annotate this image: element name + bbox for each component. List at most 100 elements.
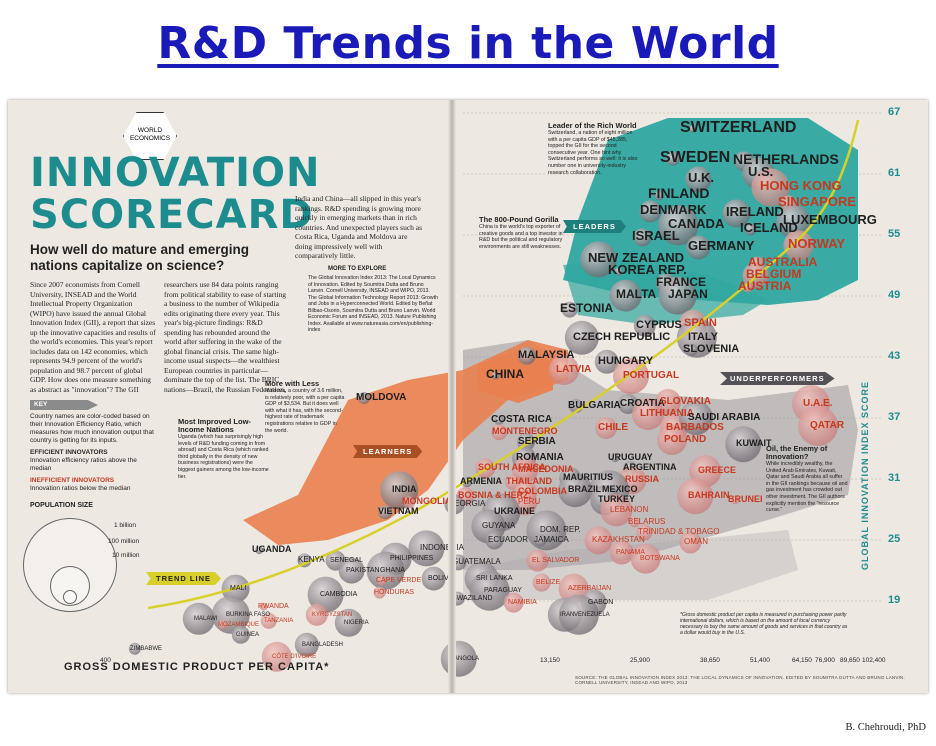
country-label: COLOMBIA xyxy=(518,486,567,496)
country-label: U.K. xyxy=(688,170,714,185)
country-label: MALI xyxy=(230,585,246,592)
country-label: GUATEMALA xyxy=(452,557,501,566)
country-label: SRI LANKA xyxy=(476,575,513,582)
country-bubble xyxy=(549,355,579,385)
x-tick: 25,900 xyxy=(630,657,650,664)
country-label: BURKINA FASO xyxy=(226,612,270,618)
country-label: GHANA xyxy=(380,567,405,574)
key-intro: Country names are color-coded based on t… xyxy=(30,413,154,444)
callout-gorilla-text: China is the world's top exporter of cre… xyxy=(479,224,563,250)
country-bubble xyxy=(654,190,665,201)
country-label: JAMAICA xyxy=(534,535,569,544)
country-label: KENYA xyxy=(298,555,325,564)
innovation-chart: SWITZERLAND SWEDEN NETHERLANDS U.K. U.S.HONG… xyxy=(128,112,883,677)
country-bubble xyxy=(526,549,549,572)
country-bubble xyxy=(558,473,593,508)
country-bubble xyxy=(633,228,652,247)
country-label: MEXICO xyxy=(602,484,638,494)
country-label: SERBIA xyxy=(518,436,556,447)
country-bubble xyxy=(260,612,277,629)
author-credit: B. Chehroudi, PhD xyxy=(845,722,926,733)
country-bubble xyxy=(403,496,416,509)
country-label: SOUTH AFRICA xyxy=(478,462,546,472)
country-bubble xyxy=(658,276,697,315)
subhead: How well do mature and emerging nations … xyxy=(30,242,250,273)
country-bubble xyxy=(558,594,599,635)
country-label: UKRAINE xyxy=(494,506,535,516)
country-bubble xyxy=(564,320,599,355)
country-bubble xyxy=(503,592,524,613)
x-tick: 51,400 xyxy=(750,657,770,664)
country-label: GREECE xyxy=(698,465,736,475)
more-to-explore-text: The Global Innovation Index 2013: The Lo… xyxy=(308,275,438,333)
country-label: IRELAND xyxy=(726,204,784,219)
country-label: CZECH REPUBLIC xyxy=(573,331,670,343)
country-label: GERMANY xyxy=(688,238,755,253)
country-label: NETHERLANDS xyxy=(733,151,839,167)
country-label: AUSTRALIA xyxy=(748,255,818,269)
country-bubble xyxy=(485,531,504,550)
country-label: COSTA RICA xyxy=(491,414,552,425)
country-label: SWAZILAND xyxy=(452,595,493,602)
country-label: SLOVENIA xyxy=(683,343,739,355)
country-label: VIETNAM xyxy=(378,506,419,516)
headline-innovation: INNOVATION xyxy=(30,150,321,196)
country-label: AUSTRIA xyxy=(738,279,792,293)
country-bubble xyxy=(731,496,740,505)
y-tick: 61 xyxy=(888,167,901,179)
country-bubble xyxy=(609,540,634,565)
country-bubble xyxy=(783,230,814,261)
world-economics-badge: WORLD ECONOMICS xyxy=(123,112,177,160)
country-label: BRUNEI xyxy=(728,494,763,504)
country-label: EL SALVADOR xyxy=(532,557,579,564)
country-label: SLOVAKIA xyxy=(660,396,711,407)
country-bubble xyxy=(685,166,712,193)
china-hex xyxy=(478,350,553,403)
country-label: THAILAND xyxy=(506,476,552,486)
country-label: PORTUGAL xyxy=(623,370,679,381)
country-label: TANZANIA xyxy=(264,618,293,624)
country-label: ECUADOR xyxy=(488,535,528,544)
y-tick: 31 xyxy=(888,472,901,484)
country-bubble xyxy=(358,392,370,404)
country-label: QATAR xyxy=(810,420,845,431)
country-label: SPAIN xyxy=(684,317,717,329)
country-label: MALAWI xyxy=(194,616,218,622)
country-label: PHILIPPINES xyxy=(390,555,434,562)
country-label: ANGOLA xyxy=(454,656,479,662)
country-bubble xyxy=(517,346,536,365)
country-label: GABON xyxy=(588,599,613,606)
country-label: BELGIUM xyxy=(746,267,801,281)
country-label: CANADA xyxy=(668,216,725,231)
population-size-label: POPULATION SIZE xyxy=(30,502,93,509)
country-bubble xyxy=(534,534,547,547)
country-bubble xyxy=(307,576,344,613)
country-labels: SWITZERLAND SWEDEN NETHERLANDS U.K. U.S.HONG… xyxy=(130,119,877,662)
callout-low-income: Most Improved Low-Income Nations Uganda … xyxy=(178,418,270,480)
country-bubble xyxy=(776,204,811,239)
country-bubble xyxy=(658,205,699,246)
country-bubble xyxy=(378,505,393,520)
y-tick: 25 xyxy=(888,533,901,545)
key-box: KEY Country names are color-coded based … xyxy=(30,400,158,493)
country-label: ESTONIA xyxy=(560,301,613,315)
country-bubble xyxy=(494,415,504,425)
country-bubble xyxy=(294,632,319,657)
country-label: TRINIDAD & TOBAGO xyxy=(638,527,720,536)
country-label: BELARUS xyxy=(628,517,665,526)
country-bubble xyxy=(491,371,500,380)
country-label: MAURITIUS xyxy=(563,472,613,482)
country-label: KAZAKHSTAN xyxy=(592,535,645,544)
country-bubble xyxy=(751,168,790,207)
callout-gorilla-title: The 800-Pound Gorilla xyxy=(479,215,559,224)
country-label: BULGARIA xyxy=(568,400,621,411)
country-bubble xyxy=(722,199,751,228)
country-label: MONGOLIA xyxy=(402,496,452,506)
source-line: SOURCE: THE GLOBAL INNOVATION INDEX 2013… xyxy=(575,675,905,685)
country-bubble xyxy=(366,551,405,590)
country-label: SINGAPORE xyxy=(778,194,856,209)
slide-title: R&D Trends in the World xyxy=(157,18,779,69)
country-bubble xyxy=(305,603,328,626)
country-label: POLAND xyxy=(664,434,706,445)
country-label: GUYANA xyxy=(482,521,516,530)
